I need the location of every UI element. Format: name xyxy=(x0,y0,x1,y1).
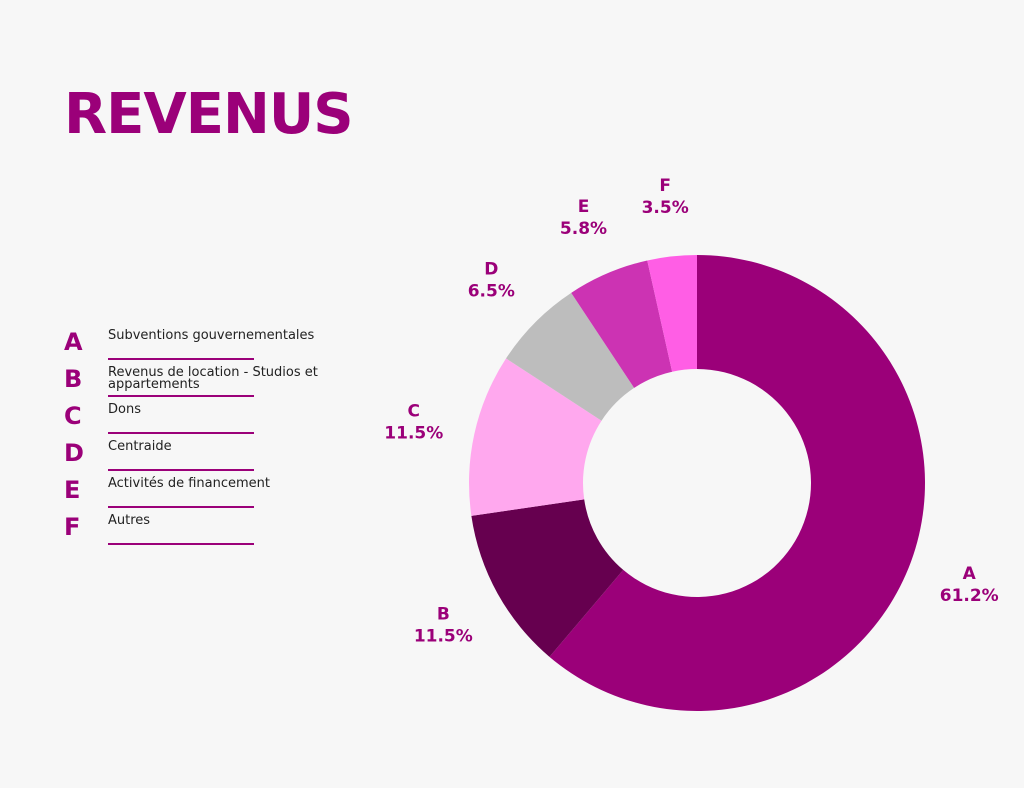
legend-underline xyxy=(108,506,254,508)
legend-underline xyxy=(108,469,254,471)
legend-underline xyxy=(108,432,254,434)
legend-underline xyxy=(108,543,254,545)
slice-category-label: B xyxy=(437,605,450,625)
legend-letter: A xyxy=(64,328,83,356)
legend-label: Activités de financement xyxy=(108,476,270,491)
slice-category-label: A xyxy=(963,564,977,584)
slice-value-label: 11.5% xyxy=(414,627,473,647)
legend-letter: D xyxy=(64,439,84,467)
legend-label: Dons xyxy=(108,402,141,417)
legend-item-a: A Subventions gouvernementales xyxy=(64,322,364,360)
legend-label: Subventions gouvernementales xyxy=(108,328,315,343)
donut-slice-a xyxy=(549,255,925,711)
donut-slice-b xyxy=(471,499,624,657)
legend-label: Autres xyxy=(108,513,151,528)
legend-item-c: C Dons xyxy=(64,396,364,434)
donut-slice-f xyxy=(647,255,697,372)
legend-underline xyxy=(108,358,254,360)
legend-letter: E xyxy=(64,476,81,504)
legend-item-f: F Autres xyxy=(64,507,364,545)
legend-item-b: B Revenus de location - Studios et appar… xyxy=(64,359,364,397)
legend-letter: C xyxy=(64,402,82,430)
slice-category-label: C xyxy=(408,402,420,422)
slice-value-label: 3.5% xyxy=(642,198,689,218)
legend-letter: F xyxy=(64,513,81,541)
slice-value-label: 61.2% xyxy=(940,586,999,606)
legend-label: Centraide xyxy=(108,439,172,454)
slice-category-label: E xyxy=(578,197,590,217)
legend-letter: B xyxy=(64,365,83,393)
slice-value-label: 5.8% xyxy=(560,219,607,239)
donut-slice-e xyxy=(571,260,673,388)
donut-slice-c xyxy=(469,358,602,516)
legend-item-d: D Centraide xyxy=(64,433,364,471)
legend-item-e: E Activités de financement xyxy=(64,470,364,508)
slice-category-label: D xyxy=(484,260,498,280)
legend-underline xyxy=(108,395,254,397)
slice-value-label: 6.5% xyxy=(468,282,515,302)
legend-label: Revenus de location - Studios et apparte… xyxy=(108,365,318,392)
donut-slice-d xyxy=(506,292,635,421)
slice-category-label: F xyxy=(659,176,671,196)
page-title: REVENUS xyxy=(64,82,354,147)
slice-value-label: 11.5% xyxy=(384,424,443,444)
